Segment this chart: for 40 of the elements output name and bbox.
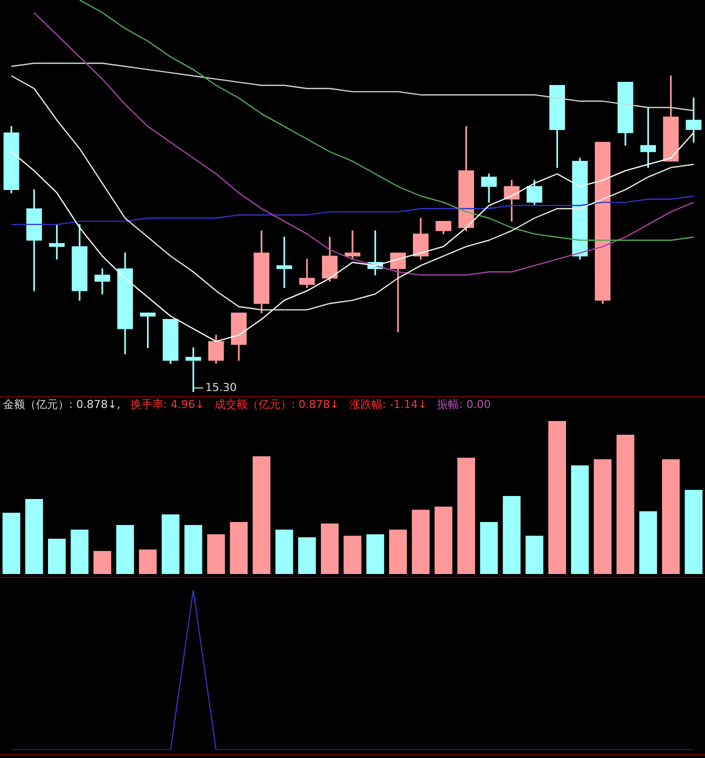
bar bbox=[526, 536, 544, 574]
bar bbox=[366, 534, 384, 574]
bar bbox=[571, 465, 589, 574]
text: 振幅: 0.00 bbox=[437, 398, 491, 411]
candlestick bbox=[390, 252, 406, 332]
bar bbox=[639, 511, 658, 574]
bar bbox=[344, 536, 362, 574]
text: 成交额（亿元）: 0.878↓ bbox=[214, 398, 340, 411]
bar bbox=[25, 499, 43, 574]
bar bbox=[457, 458, 476, 574]
bar bbox=[480, 522, 498, 574]
candlestick bbox=[344, 230, 360, 260]
annotation: 15.30 bbox=[205, 380, 237, 394]
text: 涨跌幅: -1.14↓ bbox=[349, 398, 428, 411]
bar bbox=[184, 525, 202, 574]
bar bbox=[230, 522, 248, 574]
bar bbox=[616, 434, 634, 574]
bar bbox=[252, 456, 270, 574]
bar bbox=[594, 459, 612, 574]
bar bbox=[70, 530, 88, 574]
bar bbox=[684, 490, 702, 574]
bar bbox=[434, 506, 452, 574]
bar bbox=[116, 525, 134, 574]
bar bbox=[48, 538, 66, 574]
bar bbox=[548, 421, 566, 574]
bar bbox=[93, 551, 112, 574]
bar bbox=[162, 514, 180, 574]
bar bbox=[2, 512, 20, 574]
bar bbox=[320, 524, 339, 574]
text: 换手率: 4.96↓ bbox=[130, 398, 204, 411]
bar bbox=[275, 530, 294, 574]
candlestick bbox=[299, 258, 315, 288]
bar bbox=[502, 496, 521, 574]
bar bbox=[662, 459, 680, 574]
bar bbox=[298, 537, 316, 574]
bar bbox=[389, 530, 407, 574]
text: 金额（亿元）: 0.878↓, bbox=[3, 398, 120, 411]
bar bbox=[207, 534, 225, 574]
bar bbox=[412, 510, 430, 574]
bar bbox=[138, 550, 157, 574]
